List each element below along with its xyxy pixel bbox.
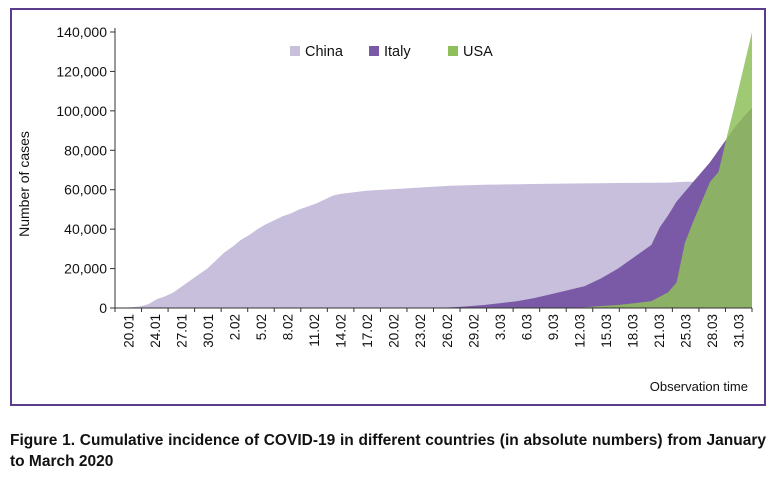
area-usa <box>115 32 752 308</box>
x-tick-label: 29.02 <box>466 314 481 348</box>
x-tick-label: 20.02 <box>387 314 402 348</box>
y-tick-label: 60,000 <box>64 182 107 198</box>
y-tick-label: 20,000 <box>64 261 107 277</box>
legend: China Italy USA <box>290 44 493 60</box>
legend-label-usa: USA <box>463 44 493 60</box>
x-tick-label: 5.02 <box>254 314 269 340</box>
y-tick-label: 100,000 <box>56 103 107 119</box>
x-tick-label: 30.01 <box>201 314 216 348</box>
x-tick-label: 14.02 <box>334 314 349 348</box>
y-tick-label: 80,000 <box>64 142 107 158</box>
x-tick-label: 27.01 <box>174 314 189 348</box>
x-tick-label: 3.03 <box>493 314 508 340</box>
area-china <box>115 181 694 308</box>
x-tick-label: 12.03 <box>572 314 587 348</box>
x-axis-label: Observation time <box>650 379 748 394</box>
legend-swatch-china <box>290 46 300 56</box>
legend-swatch-usa <box>448 46 458 56</box>
y-tick-label: 120,000 <box>56 63 107 79</box>
y-tick-label: 140,000 <box>56 24 107 40</box>
legend-label-china: China <box>305 44 344 60</box>
y-axis-label: Number of cases <box>16 131 32 237</box>
chart: 0 20,000 40,000 60,000 80,000 100,000 120,000 1… <box>16 24 753 394</box>
x-tick-label: 21.03 <box>652 314 667 348</box>
chart-frame: 0 20,000 40,000 60,000 80,000 100,000 120,000 1… <box>10 8 766 406</box>
x-ticks: 20.01 24.01 27.01 30.01 2.02 5.02 8.02 11.02 14.… <box>114 308 753 348</box>
area-layer <box>115 32 752 309</box>
y-tick-label: 0 <box>99 300 107 316</box>
legend-label-italy: Italy <box>384 44 411 60</box>
y-ticks: 0 20,000 40,000 60,000 80,000 100,000 120,000 1… <box>56 24 115 316</box>
x-tick-label: 31.03 <box>732 314 747 348</box>
x-tick-label: 28.03 <box>705 314 720 348</box>
x-tick-label: 15.03 <box>599 314 614 348</box>
x-tick-label: 6.03 <box>519 314 534 340</box>
x-tick-label: 11.02 <box>307 314 322 347</box>
x-tick-label: 20.01 <box>121 314 136 348</box>
x-tick-label: 24.01 <box>148 314 163 348</box>
x-tick-label: 26.02 <box>440 314 455 348</box>
figure-caption: Figure 1. Cumulative incidence of COVID-… <box>10 432 766 470</box>
x-tick-label: 18.03 <box>626 314 641 348</box>
x-tick-label: 23.02 <box>413 314 428 348</box>
legend-swatch-italy <box>369 46 379 56</box>
x-tick-label: 17.02 <box>360 314 375 348</box>
x-tick-label: 8.02 <box>281 314 296 340</box>
y-tick-label: 40,000 <box>64 221 107 237</box>
x-tick-label: 2.02 <box>227 314 242 340</box>
x-tick-label: 9.03 <box>546 314 561 340</box>
x-tick-label: 25.03 <box>679 314 694 348</box>
